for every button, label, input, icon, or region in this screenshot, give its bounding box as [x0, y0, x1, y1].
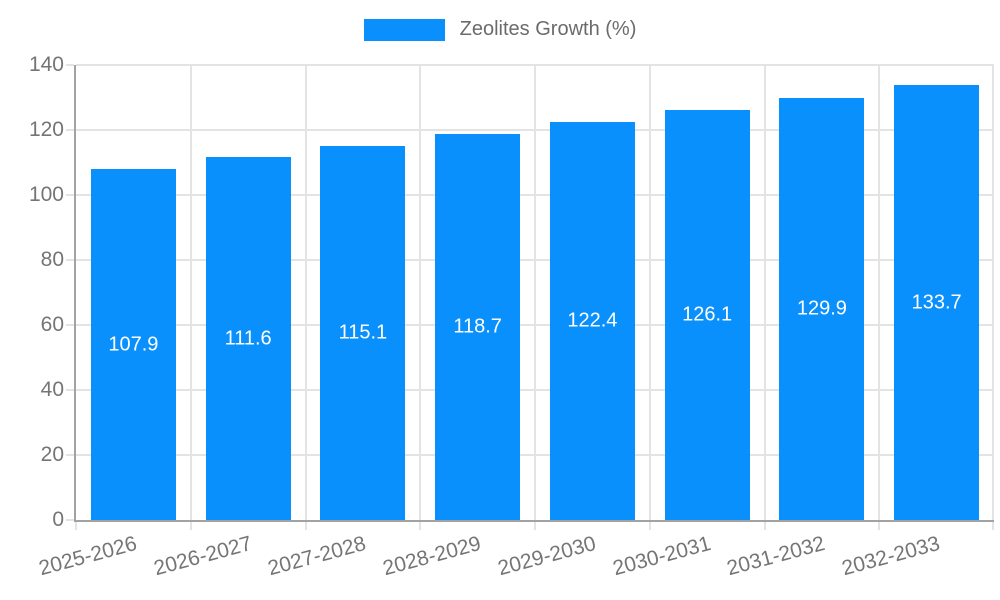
bar-value-label: 126.1 [682, 303, 733, 326]
vertical-gridline [419, 65, 422, 520]
x-axis-tick [534, 522, 536, 530]
bar-slot: 115.1 [306, 145, 421, 520]
x-tick-label: 2031-2032 [724, 532, 828, 581]
vertical-gridline [763, 65, 766, 520]
y-axis-tick [66, 519, 74, 521]
bar: 107.9 [90, 169, 176, 520]
y-axis-tick [66, 389, 74, 391]
bar-value-label: 115.1 [338, 321, 388, 344]
y-tick-label: 140 [28, 53, 64, 76]
bar-slot: 122.4 [535, 122, 650, 520]
plot-area: 0 20 40 60 80 100 120 140 107.9 2025-2026 111.6 202… [29, 54, 994, 580]
vertical-gridline [648, 65, 651, 520]
bar: 122.4 [549, 122, 635, 520]
y-tick-label: 60 [40, 312, 64, 336]
y-tick-label: 80 [40, 248, 64, 271]
vertical-gridline [534, 65, 536, 520]
y-axis-tick [66, 128, 74, 131]
vertical-gridline [878, 65, 881, 520]
x-tick-label: 2029-2030 [495, 532, 599, 581]
bar: 133.7 [894, 85, 980, 520]
x-axis-tick [189, 522, 192, 530]
y-axis-tick [66, 193, 74, 196]
bar-slot: 111.6 [191, 157, 306, 520]
legend-swatch-icon [363, 18, 445, 41]
bar-value-label: 107.9 [108, 333, 159, 356]
x-tick-label: 2025-2026 [36, 532, 140, 581]
x-tick-label: 2027-2028 [265, 532, 369, 581]
y-axis-tick [66, 259, 74, 261]
y-axis-tick [66, 323, 74, 326]
x-axis-tick [763, 522, 766, 530]
y-tick-label: 120 [28, 117, 64, 141]
bar-value-label: 129.9 [796, 297, 847, 320]
x-axis-tick [75, 522, 77, 530]
bar: 126.1 [664, 110, 750, 520]
y-tick-label: 40 [40, 378, 64, 401]
x-tick-label: 2030-2031 [610, 532, 714, 581]
x-tick-label: 2026-2027 [151, 532, 255, 581]
x-axis-tick [304, 522, 307, 530]
bar-slot: 129.9 [765, 97, 880, 520]
y-tick-label: 20 [40, 443, 64, 466]
y-axis-tick [66, 454, 74, 456]
bar: 129.9 [779, 97, 865, 520]
bar-slot: 126.1 [650, 110, 765, 520]
legend-label: Zeolites Growth (%) [459, 18, 637, 40]
y-tick-label: 0 [52, 508, 64, 531]
bar: 118.7 [435, 134, 521, 520]
bar-value-label: 118.7 [453, 315, 502, 338]
bar-value-label: 133.7 [911, 291, 962, 314]
bar-slot: 107.9 [76, 169, 191, 520]
bar: 115.1 [320, 145, 406, 520]
x-axis-tick [878, 522, 881, 530]
bar-value-label: 111.6 [224, 327, 272, 350]
x-tick-label: 2028-2029 [380, 532, 484, 581]
x-axis-tick [419, 522, 422, 530]
vertical-gridline [189, 65, 192, 520]
bar-slot: 133.7 [879, 85, 994, 520]
vertical-gridline [992, 65, 994, 520]
y-tick-label: 100 [28, 182, 64, 206]
x-axis-tick [992, 522, 994, 530]
bar-slot: 118.7 [420, 134, 535, 520]
bar-value-label: 122.4 [567, 309, 618, 332]
bar: 111.6 [205, 157, 291, 520]
legend[interactable]: Zeolites Growth (%) [0, 18, 1000, 41]
x-axis-tick [648, 522, 651, 530]
vertical-gridline [304, 65, 307, 520]
y-axis-tick [66, 64, 74, 66]
x-tick-label: 2032-2033 [839, 532, 943, 581]
